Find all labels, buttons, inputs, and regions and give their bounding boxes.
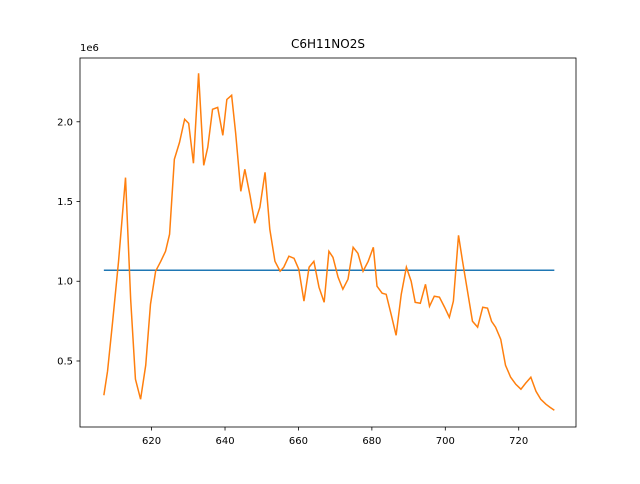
x-tick-label: 620 bbox=[142, 436, 161, 447]
x-tick-label: 680 bbox=[362, 436, 381, 447]
x-tick-label: 700 bbox=[436, 436, 455, 447]
offset-text: 1e6 bbox=[80, 43, 99, 54]
plot-frame bbox=[79, 57, 577, 428]
y-tick-label: 2.0 bbox=[57, 117, 73, 128]
x-tick-label: 720 bbox=[509, 436, 528, 447]
y-tick-label: 1.5 bbox=[57, 197, 73, 208]
x-tick-label: 660 bbox=[289, 436, 308, 447]
y-tick-label: 1.0 bbox=[57, 277, 73, 288]
chart-title: C6H11NO2S bbox=[291, 37, 365, 51]
series-line bbox=[103, 73, 555, 411]
x-tick-label: 640 bbox=[215, 436, 234, 447]
y-tick-label: 0.5 bbox=[57, 356, 73, 367]
